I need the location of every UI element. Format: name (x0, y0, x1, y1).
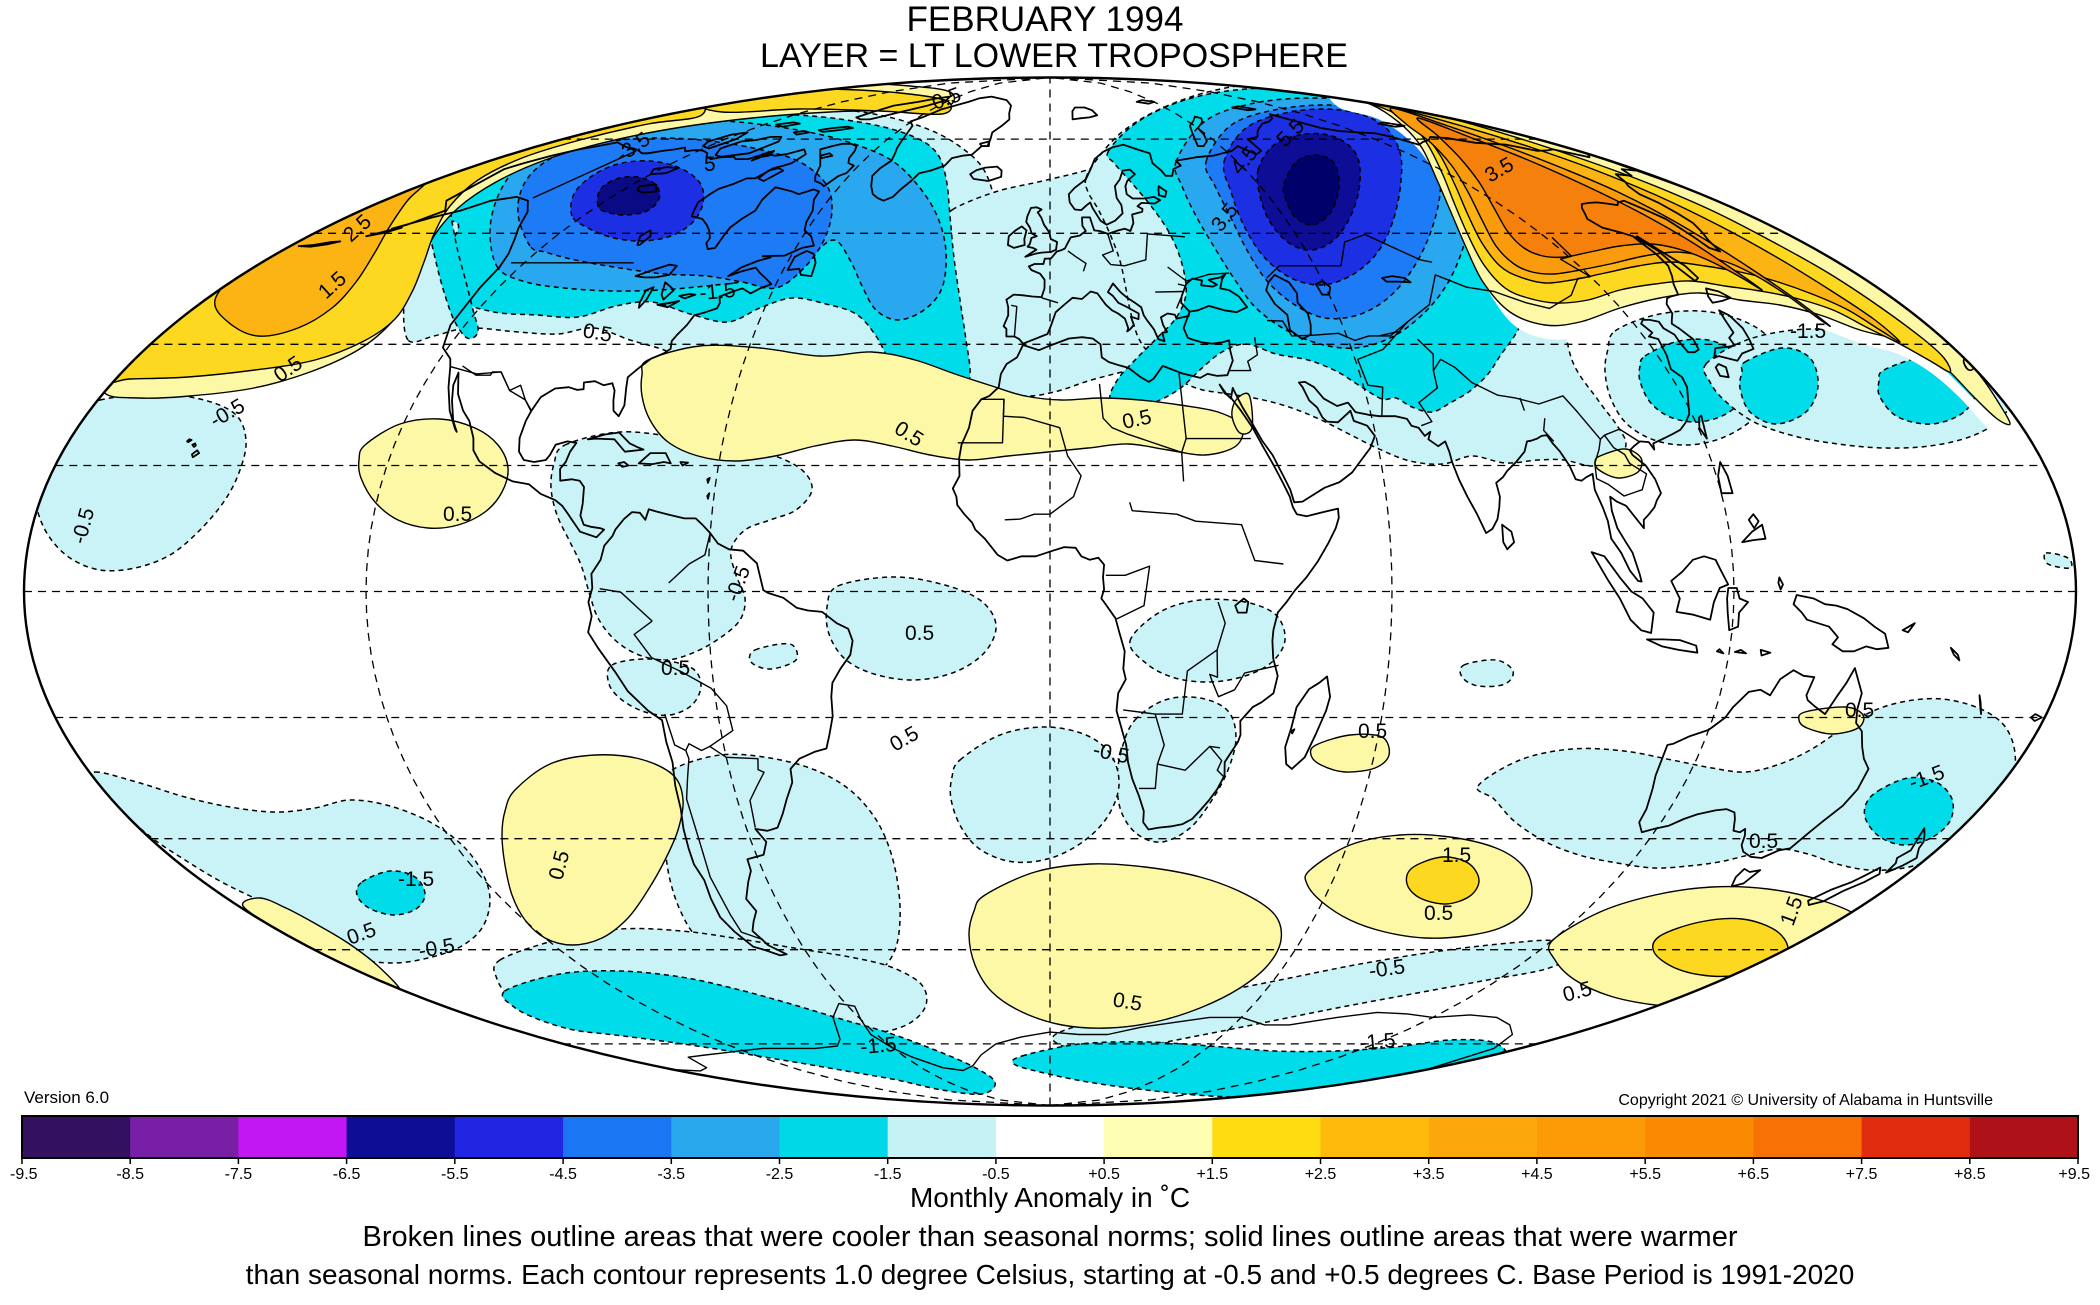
svg-text:Version 6.0: Version 6.0 (24, 1088, 109, 1107)
svg-text:-9.5: -9.5 (10, 1166, 38, 1183)
svg-text:-1.5: -1.5 (859, 1033, 897, 1059)
svg-text:+0.5: +0.5 (1088, 1166, 1120, 1183)
svg-text:-4.5: -4.5 (549, 1166, 577, 1183)
svg-text:0.5: 0.5 (1358, 720, 1387, 743)
svg-text:-0.5: -0.5 (982, 1166, 1010, 1183)
svg-text:0.5: 0.5 (661, 657, 690, 680)
svg-text:+7.5: +7.5 (1846, 1166, 1878, 1183)
svg-text:0.5: 0.5 (443, 503, 472, 526)
svg-text:-1.5: -1.5 (1790, 320, 1826, 343)
svg-text:+8.5: +8.5 (1954, 1166, 1986, 1183)
svg-text:+2.5: +2.5 (1305, 1166, 1337, 1183)
svg-text:0.5: 0.5 (1424, 902, 1453, 925)
svg-text:-3.5: -3.5 (658, 1166, 686, 1183)
svg-text:-8.5: -8.5 (116, 1166, 144, 1183)
svg-text:than seasonal norms. Each cont: than seasonal norms. Each contour repres… (246, 1259, 1855, 1290)
svg-text:-1.5: -1.5 (698, 279, 736, 305)
svg-text:0.5: 0.5 (1111, 988, 1144, 1016)
svg-text:+9.5: +9.5 (2058, 1166, 2090, 1183)
svg-text:0.5: 0.5 (905, 622, 934, 645)
svg-text:Copyright 2021 © University of: Copyright 2021 © University of Alabama i… (1618, 1092, 1993, 1109)
svg-text:-2.5: -2.5 (766, 1166, 794, 1183)
svg-text:+6.5: +6.5 (1738, 1166, 1770, 1183)
svg-text:-6.5: -6.5 (333, 1166, 361, 1183)
svg-text:LAYER = LT LOWER TROPOSPHERE: LAYER = LT LOWER TROPOSPHERE (760, 37, 1348, 75)
svg-text:-1.5: -1.5 (398, 868, 434, 891)
svg-text:0.5: 0.5 (1845, 699, 1874, 722)
svg-text:-1.5: -1.5 (1358, 1029, 1396, 1055)
svg-text:0.5: 0.5 (581, 319, 614, 347)
svg-text:Monthly Anomaly in ˚C: Monthly Anomaly in ˚C (910, 1182, 1190, 1213)
svg-text:+5.5: +5.5 (1629, 1166, 1661, 1183)
svg-text:-1.5: -1.5 (874, 1166, 902, 1183)
svg-text:-7.5: -7.5 (225, 1166, 253, 1183)
svg-text:FEBRUARY 1994: FEBRUARY 1994 (907, 0, 1184, 39)
svg-text:+3.5: +3.5 (1413, 1166, 1445, 1183)
svg-text:1.5: 1.5 (1442, 844, 1471, 867)
svg-text:-0.5: -0.5 (1367, 955, 1406, 983)
svg-text:5: 5 (704, 153, 716, 176)
svg-text:-5.5: -5.5 (441, 1166, 469, 1183)
svg-text:+4.5: +4.5 (1521, 1166, 1553, 1183)
svg-text:0.5: 0.5 (1749, 830, 1778, 853)
svg-text:+1.5: +1.5 (1197, 1166, 1229, 1183)
svg-text:Broken lines outline areas tha: Broken lines outline areas that were coo… (363, 1221, 1738, 1253)
